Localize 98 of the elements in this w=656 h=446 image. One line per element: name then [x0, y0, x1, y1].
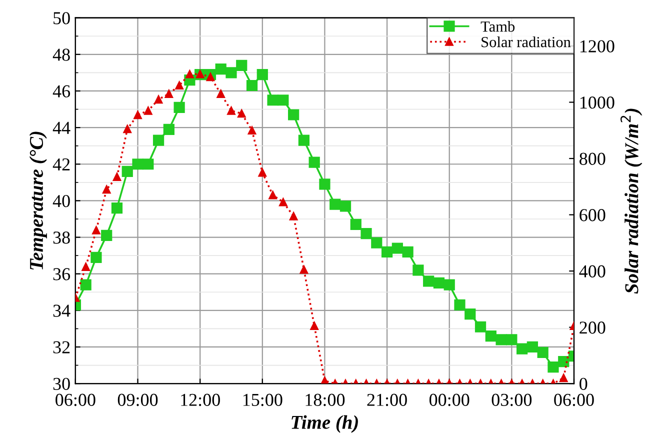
point: [256, 68, 268, 80]
point: [90, 252, 102, 263]
point: [298, 134, 310, 146]
y-tick-label: 30: [53, 378, 70, 390]
point: [226, 67, 237, 78]
point: [123, 124, 132, 134]
y2-tick-label: 200: [580, 322, 606, 334]
point: [330, 198, 341, 210]
x-tick-label: 06:00: [56, 394, 96, 406]
point: [102, 185, 111, 194]
point: [80, 279, 92, 290]
point: [215, 63, 226, 75]
x-axis-title: Time (h): [292, 415, 358, 433]
y-tick-label: 34: [53, 304, 70, 317]
point: [454, 299, 466, 310]
point: [163, 124, 174, 135]
y-tick-label: 42: [52, 158, 70, 170]
point: [433, 277, 445, 289]
point: [371, 237, 382, 248]
point: [101, 230, 112, 241]
point: [174, 102, 185, 113]
point: [381, 246, 393, 258]
y2-tick-label: 0: [580, 378, 588, 390]
point: [111, 202, 123, 214]
y-tick-label: 44: [52, 122, 70, 134]
y2-tick-label: 600: [580, 209, 606, 222]
point: [82, 262, 90, 271]
x-tick-label: 12:00: [181, 394, 220, 406]
point: [132, 158, 144, 170]
point: [227, 106, 236, 115]
point: [164, 90, 174, 98]
point: [122, 166, 133, 177]
y-tick-label: 48: [52, 48, 70, 61]
point: [412, 264, 424, 276]
x-tick-label: 06:00: [554, 394, 594, 406]
point: [289, 212, 298, 220]
point: [423, 276, 434, 287]
point: [558, 356, 570, 368]
point: [92, 226, 100, 234]
point: [464, 308, 476, 320]
point: [267, 94, 278, 106]
point: [319, 178, 330, 190]
y-tick-label: 40: [52, 194, 70, 208]
y-tick-label: 32: [53, 341, 70, 354]
point: [268, 190, 277, 200]
point: [360, 228, 372, 240]
x-tick-label: 15:00: [243, 394, 282, 406]
x-tick-label: 00:00: [429, 394, 470, 406]
point: [206, 72, 215, 82]
point: [474, 321, 486, 332]
point: [392, 242, 403, 254]
x-tick-label: 09:00: [118, 394, 158, 406]
x-tick-label: 18:00: [306, 394, 345, 406]
point: [112, 172, 122, 181]
y2-axis-title: Solar radiation (W/m$^{2}$): [620, 108, 642, 294]
point: [300, 265, 308, 274]
point: [548, 362, 559, 373]
point: [526, 341, 538, 353]
point: [402, 246, 414, 258]
y2-tick-label: 800: [580, 152, 606, 165]
point: [308, 156, 320, 168]
y-tick-label: 50: [54, 12, 70, 24]
point: [516, 343, 528, 354]
point: [236, 60, 248, 71]
point: [246, 80, 258, 92]
point: [175, 81, 184, 90]
point: [506, 334, 518, 346]
point: [496, 334, 507, 346]
point: [248, 126, 256, 135]
point: [258, 168, 267, 177]
point: [444, 279, 455, 290]
point: [350, 218, 362, 230]
y2-tick-label: 400: [579, 265, 606, 278]
point: [142, 158, 154, 170]
point: [134, 110, 142, 120]
point: [144, 106, 152, 115]
point: [320, 376, 329, 384]
x-tick-label: 21:00: [367, 394, 407, 406]
point: [485, 330, 496, 342]
point: [288, 109, 300, 120]
point: [237, 109, 246, 118]
y2-tick-label: 1200: [580, 40, 614, 52]
point: [340, 200, 352, 212]
point: [537, 346, 548, 358]
legend-label: Tamb: [480, 20, 515, 32]
y-tick-label: 38: [53, 232, 70, 244]
y-tick-label: 36: [53, 268, 70, 280]
y-tick-label: 46: [52, 85, 70, 98]
point: [154, 95, 163, 104]
point: [278, 94, 289, 106]
legend-label: Solar radiation: [482, 36, 571, 48]
y2-tick-label: 1000: [580, 96, 614, 109]
point: [216, 90, 226, 98]
y-axis-title: Temperature (°C): [29, 132, 47, 270]
x-tick-label: 03:00: [492, 394, 532, 406]
point: [152, 134, 164, 146]
point: [186, 70, 194, 78]
point: [279, 198, 288, 206]
